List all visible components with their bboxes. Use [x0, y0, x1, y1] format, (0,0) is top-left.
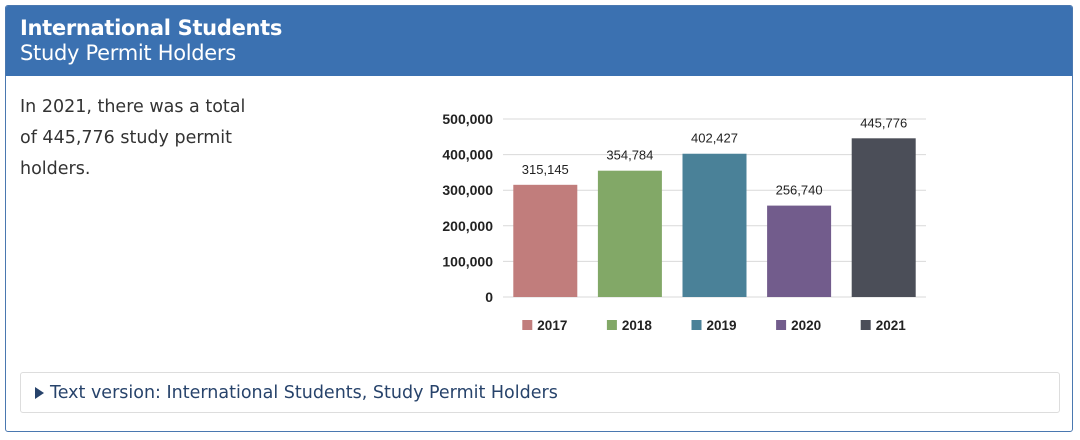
text-version-toggle[interactable]: Text version: International Students, St… — [20, 372, 1060, 413]
legend-label: 2019 — [707, 318, 737, 333]
legend-label: 2017 — [537, 318, 567, 333]
legend-swatch — [606, 320, 617, 330]
legend-label: 2018 — [622, 318, 653, 333]
data-label: 354,784 — [606, 148, 653, 163]
bar-chart: 0 100,000 200,000 300,000 400,000 500,000 315,… — [442, 111, 926, 333]
info-card: International Students Study Permit Hold… — [5, 5, 1073, 432]
text-version-label: Text version: International Students, St… — [50, 383, 558, 403]
legend-label: 2020 — [791, 318, 821, 333]
card-header: International Students Study Permit Hold… — [6, 6, 1072, 76]
bar — [851, 138, 916, 297]
bar — [513, 184, 578, 297]
bar — [682, 153, 747, 297]
y-tick-label: 300,000 — [442, 182, 493, 198]
data-label: 402,427 — [691, 131, 738, 146]
data-label: 445,776 — [860, 115, 907, 130]
y-tick-label: 200,000 — [442, 218, 493, 234]
card-subtitle: Study Permit Holders — [20, 41, 236, 65]
legend-swatch — [860, 320, 871, 330]
y-tick-label: 500,000 — [442, 111, 493, 127]
legend-swatch — [691, 320, 702, 330]
card-title: International Students — [20, 16, 283, 40]
legend-swatch — [522, 320, 533, 330]
legend-label: 2021 — [876, 318, 907, 333]
bar — [767, 205, 832, 297]
expand-triangle-icon — [35, 387, 44, 399]
bar — [597, 170, 662, 297]
data-label: 315,145 — [522, 162, 569, 177]
y-tick-label: 400,000 — [442, 147, 493, 163]
y-tick-label: 100,000 — [442, 253, 493, 269]
y-tick-label: 0 — [485, 289, 493, 305]
legend-swatch — [776, 320, 787, 330]
summary-text: In 2021, there was a total of 445,776 st… — [20, 97, 246, 179]
data-label: 256,740 — [776, 183, 823, 198]
